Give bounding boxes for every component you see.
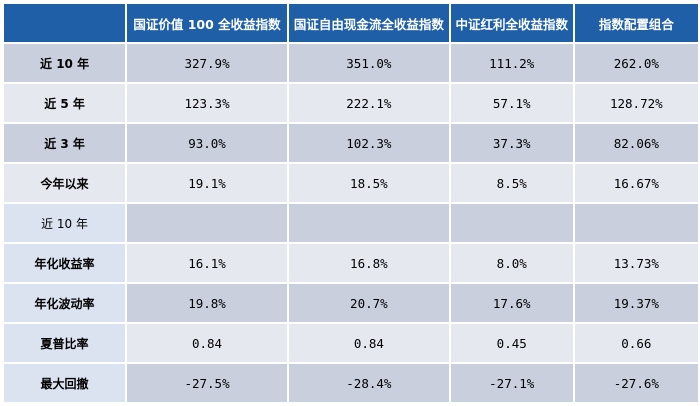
header-row: 国证价值 100 全收益指数 国证自由现金流全收益指数 中证红利全收益指数 指数… [4,4,698,42]
table-cell [574,204,698,242]
header-corner [4,4,126,42]
table-cell: 18.5% [288,164,449,202]
table-row: 夏普比率 0.84 0.84 0.45 0.66 [4,324,698,362]
table-cell: 8.0% [450,244,573,282]
row-label: 近 3 年 [4,124,126,162]
table-cell: -27.1% [450,364,573,402]
table-row: 近 5 年 123.3% 222.1% 57.1% 128.72% [4,84,698,122]
row-label: 夏普比率 [4,324,126,362]
row-label: 最大回撤 [4,364,126,402]
row-label: 近 5 年 [4,84,126,122]
table-row: 今年以来 19.1% 18.5% 8.5% 16.67% [4,164,698,202]
table-cell: 19.37% [574,284,698,322]
table-cell: 17.6% [450,284,573,322]
table-cell [450,204,573,242]
table-cell: 13.73% [574,244,698,282]
table-cell: 0.84 [127,324,287,362]
table-cell: 16.1% [127,244,287,282]
table-cell: 0.45 [450,324,573,362]
table-cell: 37.3% [450,124,573,162]
table-cell: 128.72% [574,84,698,122]
table-row: 年化波动率 19.8% 20.7% 17.6% 19.37% [4,284,698,322]
table-cell: 0.84 [288,324,449,362]
column-header: 国证价值 100 全收益指数 [127,4,287,42]
table-row: 近 10 年 [4,204,698,242]
table-cell [288,204,449,242]
table-cell: -27.6% [574,364,698,402]
table-cell: 102.3% [288,124,449,162]
column-header: 指数配置组合 [574,4,698,42]
row-label: 今年以来 [4,164,126,202]
table-cell [127,204,287,242]
column-header: 中证红利全收益指数 [450,4,573,42]
row-label: 年化波动率 [4,284,126,322]
table-cell: 8.5% [450,164,573,202]
table-cell: 327.9% [127,44,287,82]
table-cell: 19.1% [127,164,287,202]
table-cell: 16.8% [288,244,449,282]
table-cell: 111.2% [450,44,573,82]
table-cell: 351.0% [288,44,449,82]
table-row: 年化收益率 16.1% 16.8% 8.0% 13.73% [4,244,698,282]
table-cell: 82.06% [574,124,698,162]
table-row: 近 10 年 327.9% 351.0% 111.2% 262.0% [4,44,698,82]
table-cell: 20.7% [288,284,449,322]
table-cell: 57.1% [450,84,573,122]
table-cell: 16.67% [574,164,698,202]
table-cell: 0.66 [574,324,698,362]
section-label: 近 10 年 [4,204,126,242]
row-label: 近 10 年 [4,44,126,82]
table-cell: -28.4% [288,364,449,402]
table-cell: 262.0% [574,44,698,82]
table-cell: 19.8% [127,284,287,322]
table-cell: 93.0% [127,124,287,162]
table-row: 最大回撤 -27.5% -28.4% -27.1% -27.6% [4,364,698,402]
table-cell: 123.3% [127,84,287,122]
table-cell: 222.1% [288,84,449,122]
row-label: 年化收益率 [4,244,126,282]
table-cell: -27.5% [127,364,287,402]
table-row: 近 3 年 93.0% 102.3% 37.3% 82.06% [4,124,698,162]
column-header: 国证自由现金流全收益指数 [288,4,449,42]
